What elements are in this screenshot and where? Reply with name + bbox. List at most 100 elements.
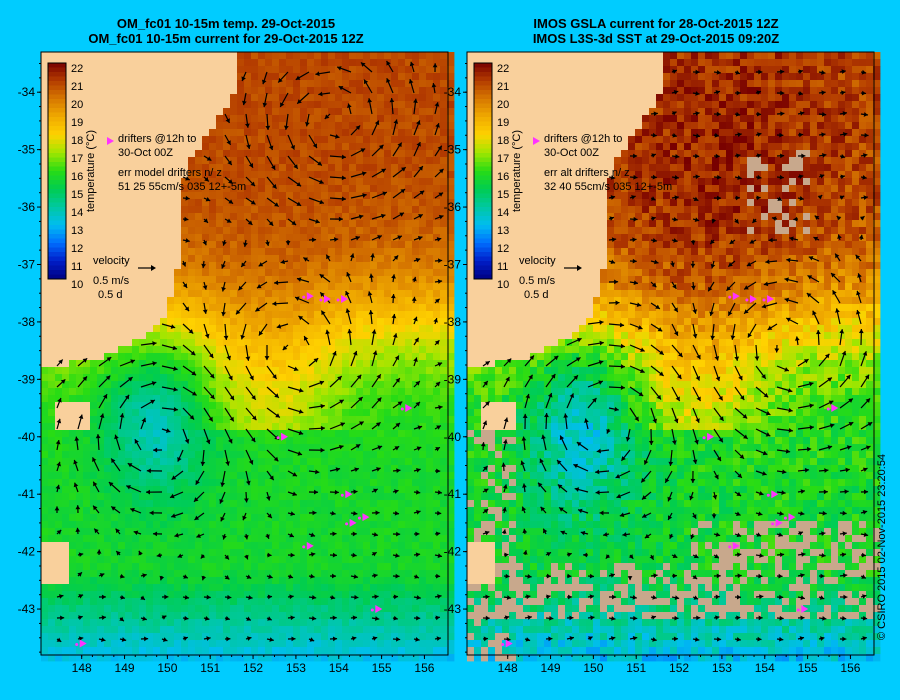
right-colorbar-tick: 21 <box>497 81 509 93</box>
left-velocity-key-duration: 0.5 d <box>98 289 122 301</box>
left-y-tick-label: -34 <box>18 85 36 99</box>
left-panel-title: OM_fc01 10-15m temp. 29-Oct-2015 OM_fc01… <box>16 16 436 46</box>
right-velocity-key-duration: 0.5 d <box>524 289 548 301</box>
left-y-tick-label: -37 <box>18 257 36 271</box>
left-x-tick-label: 149 <box>115 661 135 675</box>
right-annotation-error: err alt drifters n/ z <box>544 167 630 179</box>
right-y-tick-label: -36 <box>444 200 462 214</box>
right-x-tick-label: 151 <box>626 661 646 675</box>
left-x-tick-label: 155 <box>372 661 392 675</box>
right-y-tick-label: -41 <box>444 487 462 501</box>
right-colorbar-tick: 18 <box>497 135 509 147</box>
left-colorbar-tick: 18 <box>71 135 83 147</box>
left-title-line-2: OM_fc01 10-15m current for 29-Oct-2015 1… <box>88 31 364 46</box>
right-y-tick-label: -38 <box>444 315 462 329</box>
left-y-tick-label: -42 <box>18 545 36 559</box>
left-colorbar-tick: 20 <box>71 99 83 111</box>
right-colorbar: 22 21 20 19 18 17 16 15 14 13 12 11 10 temperature (°… <box>473 62 523 291</box>
right-colorbar-tick: 12 <box>497 243 509 255</box>
right-x-tick-label: 156 <box>840 661 860 675</box>
right-colorbar-label: temperature (°C) <box>511 130 523 212</box>
right-y-tick-label: -39 <box>444 372 462 386</box>
right-colorbar-tick: 20 <box>497 99 509 111</box>
left-y-tick-label: -36 <box>18 200 36 214</box>
left-annotation-date: 30-Oct 00Z <box>118 147 173 159</box>
right-x-tick-label: 153 <box>712 661 732 675</box>
left-x-tick-label: 148 <box>72 661 92 675</box>
left-colorbar-tick: 16 <box>71 171 83 183</box>
right-velocity-key-head <box>577 265 582 271</box>
right-current-vectors <box>480 69 873 642</box>
left-colorbar-tick: 15 <box>71 189 83 201</box>
right-annotation-stats: 32 40 55cm/s 035 12+-5m <box>544 181 672 193</box>
right-y-tick-label: -40 <box>444 430 462 444</box>
right-velocity-key-label: velocity <box>519 255 556 267</box>
left-y-tick-label: -38 <box>18 315 36 329</box>
left-sst-map <box>41 52 455 662</box>
right-colorbar-tick: 17 <box>497 153 509 165</box>
right-drifter-legend-icon <box>533 137 540 145</box>
right-x-tick-label: 152 <box>669 661 689 675</box>
left-colorbar-tick: 17 <box>71 153 83 165</box>
right-x-tick-label: 150 <box>583 661 603 675</box>
left-colorbar-tick: 14 <box>71 207 83 219</box>
left-annotation-drifters: drifters @12h to <box>118 133 196 145</box>
left-x-tick-label: 150 <box>157 661 177 675</box>
right-colorbar-tick: 22 <box>497 63 509 75</box>
right-map-frame <box>466 51 875 656</box>
right-y-tick-label: -43 <box>444 602 462 616</box>
left-x-tick-label: 156 <box>414 661 434 675</box>
right-x-tick-label: 155 <box>798 661 818 675</box>
right-colorbar-tick: 15 <box>497 189 509 201</box>
right-y-tick-label: -37 <box>444 257 462 271</box>
right-y-tick-label: -34 <box>444 85 462 99</box>
left-annotation-error: err model drifters n/ z <box>118 167 222 179</box>
right-colorbar-tick: 19 <box>497 117 509 129</box>
left-x-tick-label: 153 <box>286 661 306 675</box>
right-annotation-date: 30-Oct 00Z <box>544 147 599 159</box>
right-drifters <box>501 292 839 648</box>
right-colorbar-tick: 10 <box>497 279 509 291</box>
left-colorbar-tick: 11 <box>71 261 82 273</box>
left-drifter-legend-icon <box>107 137 114 145</box>
left-colorbar-tick: 12 <box>71 243 83 255</box>
left-velocity-key-label: velocity <box>93 255 130 267</box>
right-panel-title: IMOS GSLA current for 28-Oct-2015 12Z IM… <box>446 16 866 46</box>
right-annotation-drifters: drifters @12h to <box>544 133 622 145</box>
left-velocity-key-speed: 0.5 m/s <box>93 275 130 287</box>
left-title-line-1: OM_fc01 10-15m temp. 29-Oct-2015 <box>116 16 336 31</box>
right-y-tick-label: -35 <box>444 143 462 157</box>
left-y-tick-label: -43 <box>18 602 36 616</box>
left-x-tick-label: 154 <box>329 661 349 675</box>
right-colorbar-tick: 11 <box>497 261 508 273</box>
right-colorbar-tick: 14 <box>497 207 509 219</box>
left-velocity-key-head <box>151 265 156 271</box>
left-y-tick-label: -39 <box>18 372 36 386</box>
left-x-tick-label: 151 <box>200 661 220 675</box>
right-colorbar-tick: 13 <box>497 225 509 237</box>
right-x-tick-label: 154 <box>755 661 775 675</box>
left-annotation-stats: 51 25 55cm/s 035 12+-5m <box>118 181 246 193</box>
left-colorbar-tick: 13 <box>71 225 83 237</box>
credit-text: © CSIRO 2015 02-Nov-2015 23:20:54 <box>876 453 888 640</box>
left-colorbar-tick: 10 <box>71 279 83 291</box>
left-x-tick-label: 152 <box>243 661 263 675</box>
right-y-tick-label: -42 <box>444 545 462 559</box>
left-colorbar-tick: 21 <box>71 81 83 93</box>
right-velocity-key-speed: 0.5 m/s <box>519 275 556 287</box>
right-sst-map <box>467 52 881 662</box>
left-colorbar-label: temperature (°C) <box>85 130 97 212</box>
left-current-vectors <box>54 60 444 643</box>
right-title-line-2: IMOS L3S-3d SST at 29-Oct-2015 09:20Z <box>532 31 780 46</box>
right-x-tick-label: 149 <box>541 661 561 675</box>
left-y-tick-label: -41 <box>18 487 36 501</box>
left-colorbar-tick: 19 <box>71 117 83 129</box>
right-title-line-1: IMOS GSLA current for 28-Oct-2015 12Z <box>533 16 779 31</box>
left-drifters <box>75 292 413 648</box>
right-x-tick-label: 148 <box>498 661 518 675</box>
left-map-frame <box>40 51 449 656</box>
left-colorbar-tick: 22 <box>71 63 83 75</box>
left-y-tick-label: -35 <box>18 143 36 157</box>
left-y-tick-label: -40 <box>18 430 36 444</box>
